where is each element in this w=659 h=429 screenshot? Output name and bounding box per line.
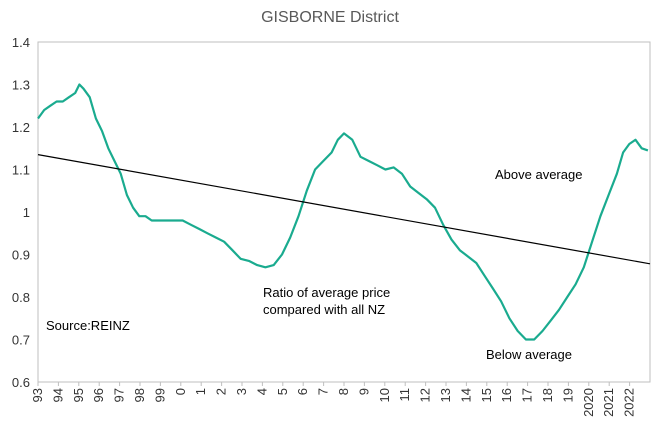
trend-line [37,154,651,265]
y-tick-label: 0.6 [12,375,30,390]
y-tick-label: 1.4 [12,35,30,50]
below-average-annotation: Below average [486,347,572,362]
x-tick-label: 10 [377,388,392,402]
plot-area [37,41,651,383]
x-tick-label: 18 [540,388,555,402]
x-tick-label: 5 [275,388,290,395]
ratio-annotation-line2: compared with all NZ [263,302,385,317]
x-tick-label: 7 [316,388,331,395]
x-tick-label: 1 [193,388,208,395]
x-tick-label: 97 [112,388,127,402]
chart-title: GISBORNE District [261,9,399,26]
x-tick-label: 2 [214,388,229,395]
x-tick-label: 2022 [622,388,637,417]
x-tick-label: 17 [520,388,535,402]
y-axis: 0.6 0.7 0.8 0.9 1 1.1 1.2 1.3 1.4 [12,35,30,390]
y-tick-label: 0.9 [12,248,30,263]
x-tick-label: 93 [30,388,45,402]
x-axis: 93 94 95 96 97 98 99 0 1 2 3 4 5 6 7 8 9 10 11 12 13 14 15 16 17… [30,382,637,417]
y-tick-label: 1.2 [12,120,30,135]
x-tick-label: 98 [132,388,147,402]
x-tick-label: 12 [418,388,433,402]
x-tick-label: 19 [560,388,575,402]
source-annotation: Source:REINZ [46,318,130,333]
y-tick-label: 1.1 [12,163,30,178]
x-tick-label: 95 [71,388,86,402]
ratio-annotation-line1: Ratio of average price [263,285,390,300]
y-tick-label: 1.3 [12,78,30,93]
x-tick-label: 13 [438,388,453,402]
x-tick-label: 2021 [601,388,616,417]
x-tick-label: 3 [234,388,249,395]
x-tick-label: 94 [50,388,65,402]
x-tick-label: 11 [397,388,412,402]
y-tick-label: 1 [23,205,30,220]
series-group [37,83,651,341]
y-tick-label: 0.8 [12,290,30,305]
x-tick-label: 2020 [581,388,596,417]
x-tick-label: 4 [254,388,269,395]
x-tick-label: 99 [152,388,167,402]
x-tick-label: 14 [458,388,473,402]
above-average-annotation: Above average [495,167,582,182]
x-tick-label: 16 [499,388,514,402]
x-tick-label: 8 [336,388,351,395]
y-tick-label: 0.7 [12,333,30,348]
x-tick-label: 0 [173,388,188,395]
x-tick-label: 6 [295,388,310,395]
x-tick-label: 96 [91,388,106,402]
x-tick-label: 15 [479,388,494,402]
x-tick-label: 9 [356,388,371,395]
